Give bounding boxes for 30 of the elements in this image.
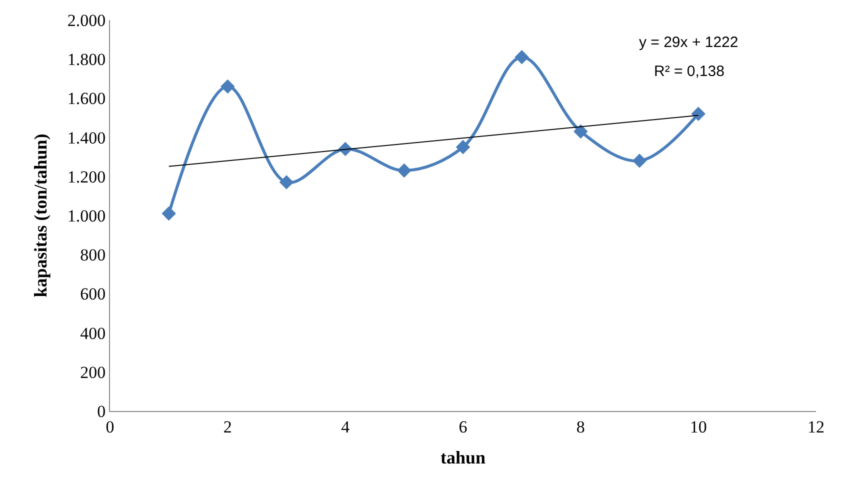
y-tick-label: 2.000 bbox=[67, 10, 106, 30]
annotation: R² = 0,138 bbox=[654, 63, 724, 80]
point bbox=[397, 163, 412, 178]
y-tick-label: 1.600 bbox=[67, 89, 106, 108]
y-tick-label: 1.200 bbox=[67, 167, 106, 186]
point bbox=[220, 79, 235, 94]
point bbox=[514, 50, 529, 64]
x-tick-label: 10 bbox=[690, 417, 707, 436]
point bbox=[691, 106, 706, 121]
x-tick-label: 2 bbox=[223, 417, 232, 436]
x-tick-label: 4 bbox=[341, 417, 350, 436]
point bbox=[632, 154, 647, 168]
y-tick-label: 0 bbox=[97, 402, 106, 421]
y-tick-label: 600 bbox=[80, 284, 106, 304]
y-tick-label: 1.800 bbox=[67, 50, 106, 70]
y-axis-title: kapasitas (ton/tahun) bbox=[30, 134, 51, 298]
point bbox=[162, 206, 176, 221]
y-tick-label: 400 bbox=[80, 324, 106, 343]
x-tick-label: 6 bbox=[458, 417, 468, 436]
point bbox=[456, 140, 470, 154]
y-tick-label: 1.000 bbox=[67, 206, 106, 226]
y-tick-label: 1.400 bbox=[67, 128, 106, 148]
x-tick-label: 12 bbox=[808, 417, 824, 436]
x-tick-label: 8 bbox=[576, 417, 585, 436]
y-tick-label: 200 bbox=[80, 362, 106, 382]
annotation: y = 29x + 1222 bbox=[639, 34, 738, 51]
x-axis-title: tahun bbox=[440, 448, 486, 468]
y-tick-label: 800 bbox=[80, 246, 106, 265]
point bbox=[279, 175, 294, 190]
point bbox=[574, 124, 588, 139]
